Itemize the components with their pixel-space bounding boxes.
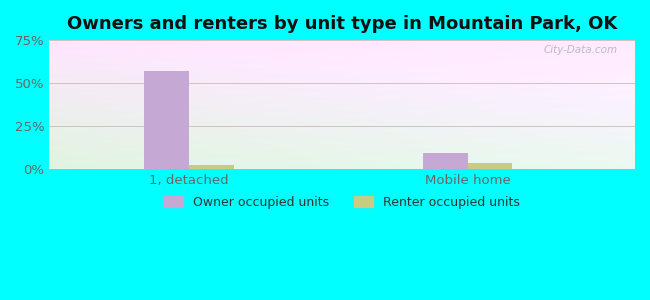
Legend: Owner occupied units, Renter occupied units: Owner occupied units, Renter occupied un… [159, 191, 525, 214]
Bar [144, 71, 189, 169]
Bar [468, 164, 512, 169]
Text: City-Data.com: City-Data.com [543, 45, 618, 55]
Title: Owners and renters by unit type in Mountain Park, OK: Owners and renters by unit type in Mount… [67, 15, 618, 33]
Bar [423, 152, 468, 169]
Bar [189, 165, 233, 169]
